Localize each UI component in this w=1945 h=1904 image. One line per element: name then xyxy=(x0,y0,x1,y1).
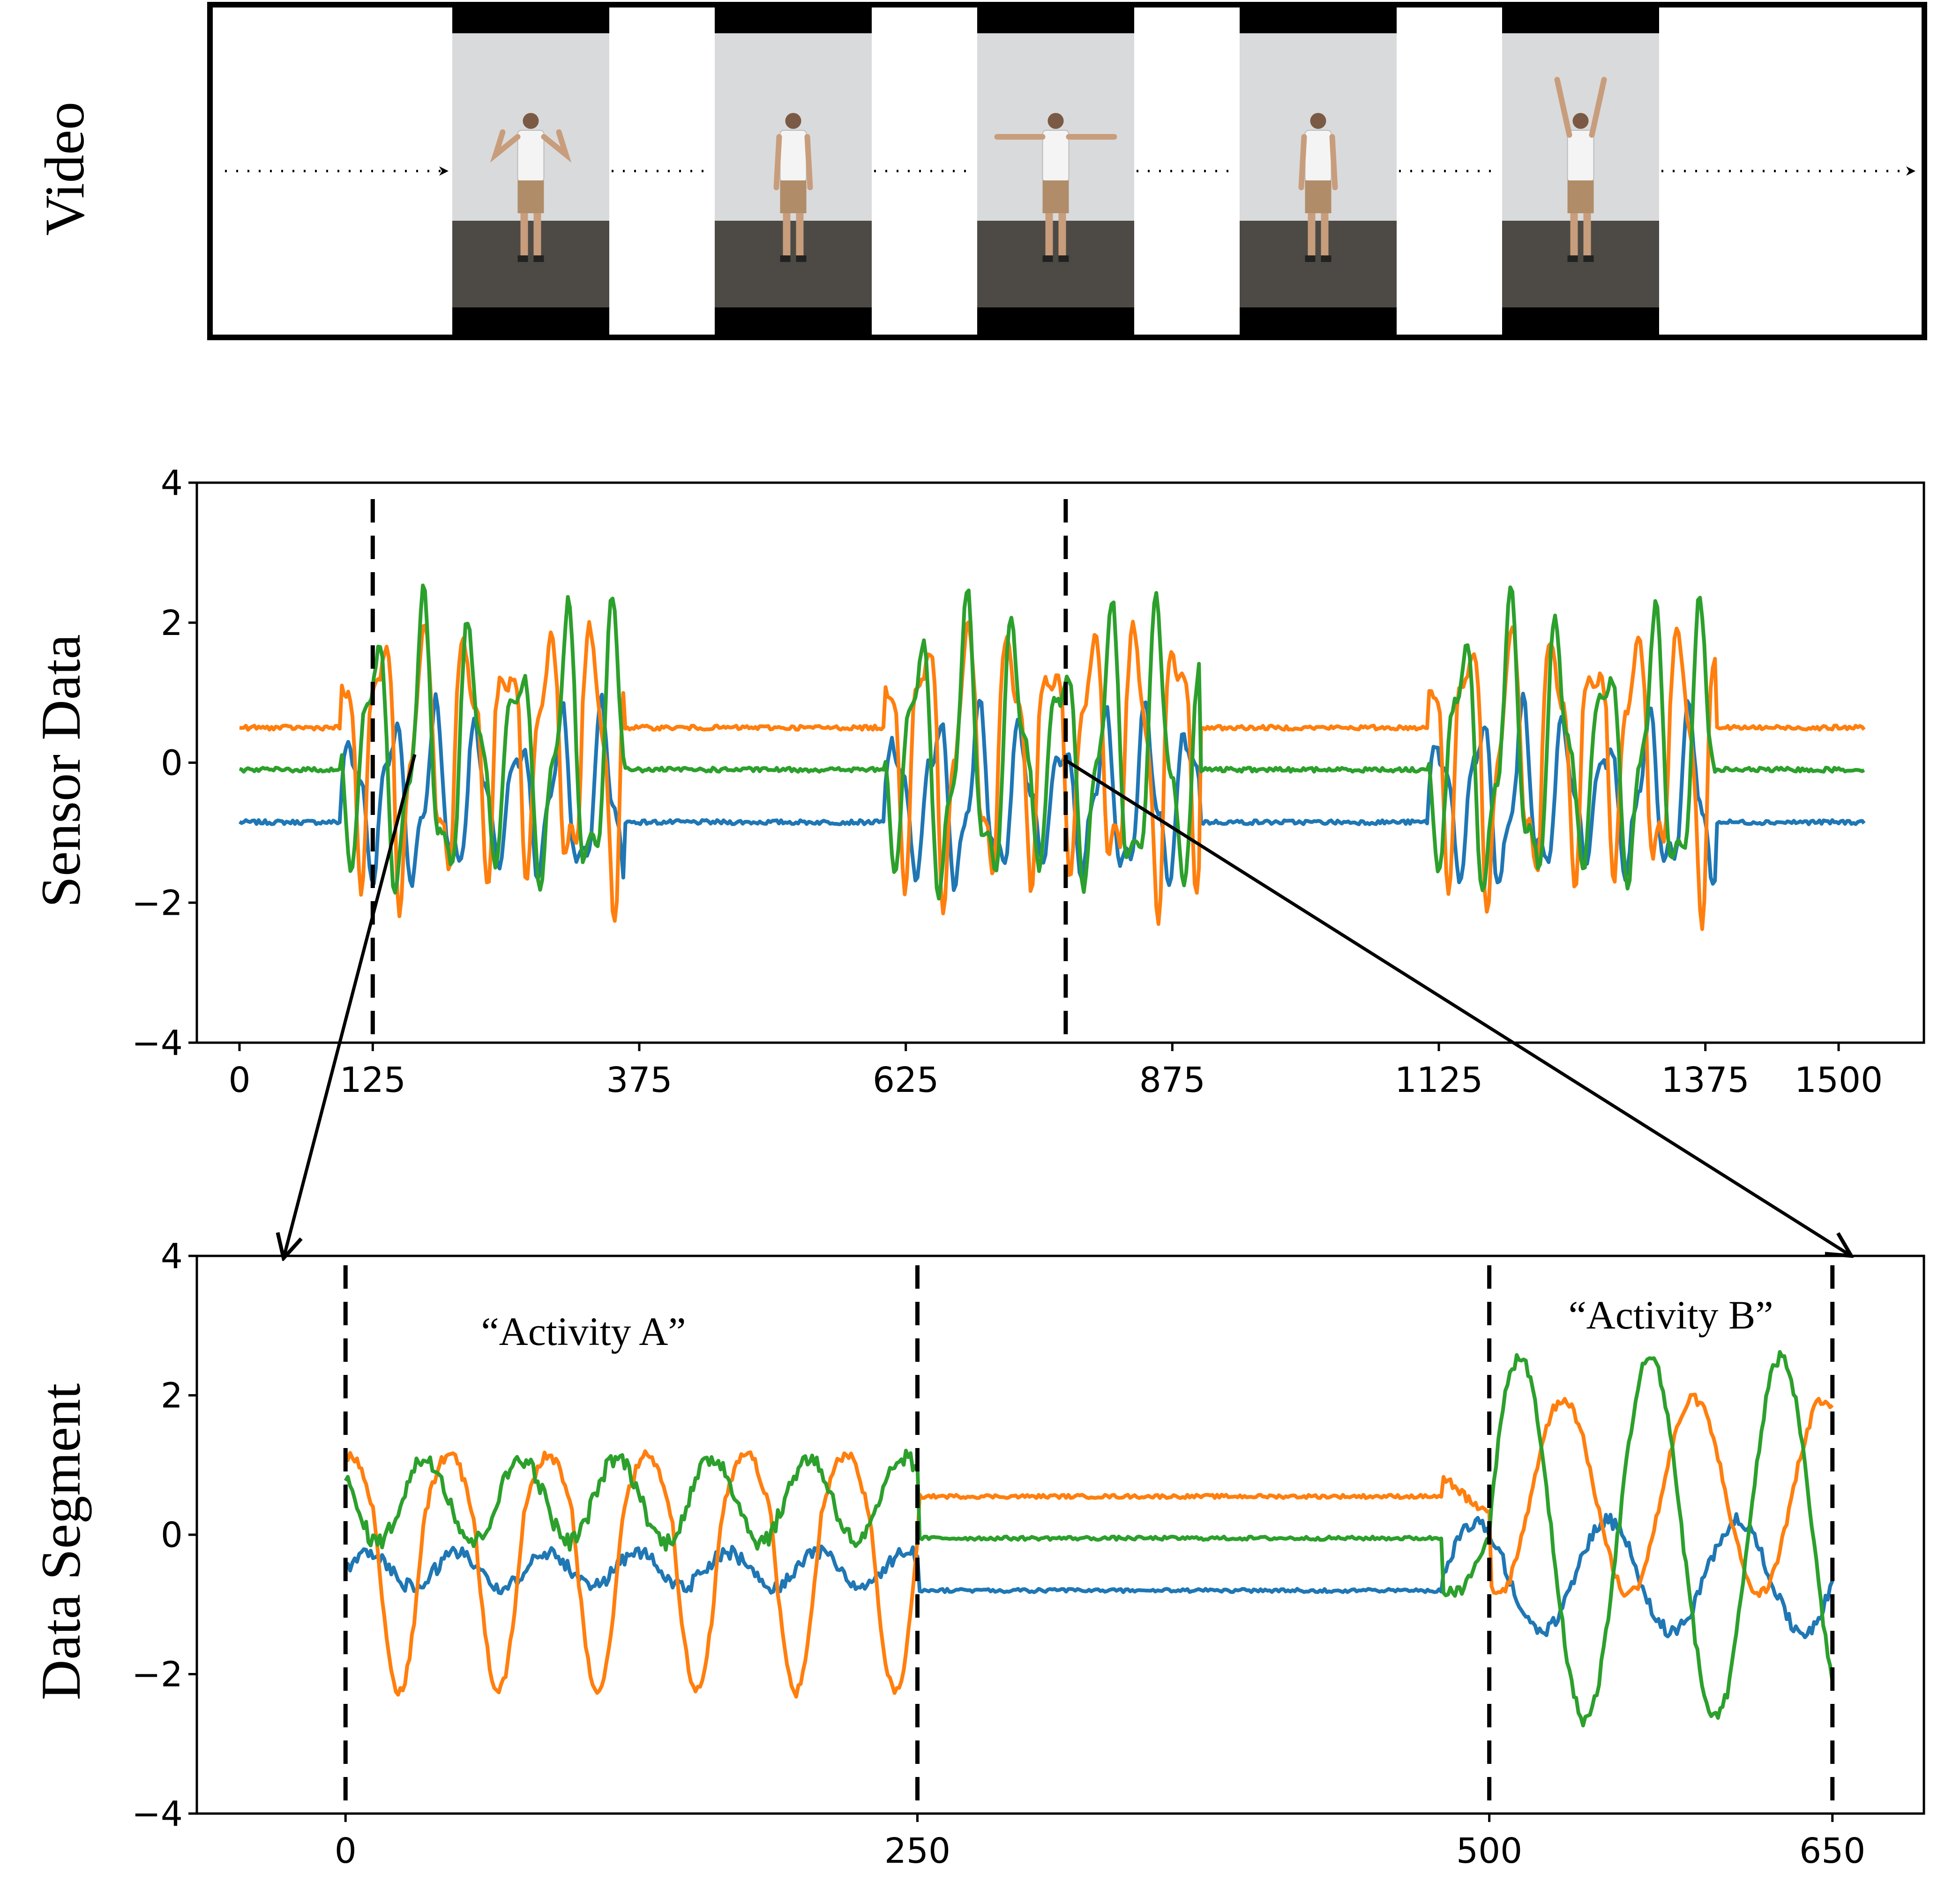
video-frame-1 xyxy=(452,7,609,335)
video-frame-floor xyxy=(1240,221,1397,307)
video-frame-5 xyxy=(1502,7,1659,335)
data-segment-series-3 xyxy=(344,1350,1834,1728)
video-label: Video xyxy=(33,102,96,236)
activity-a-annotation: “Activity A” xyxy=(481,1309,686,1354)
data-segment-ytick-label: 4 xyxy=(161,1236,183,1277)
video-frame-bottom-bar xyxy=(977,307,1134,335)
video-frame-top-bar xyxy=(715,7,872,33)
sensor-data-xtick-label: 1375 xyxy=(1661,1060,1750,1100)
data-segment-xtick-label: 650 xyxy=(1799,1831,1865,1871)
sensor-data-xtick-label: 625 xyxy=(873,1060,939,1100)
video-frame-top-bar xyxy=(977,7,1134,33)
video-frame-bottom-bar xyxy=(1240,307,1397,335)
sensor-data-series-2 xyxy=(239,620,1866,931)
person-figure xyxy=(490,113,572,262)
data-segment-ytick-label: −4 xyxy=(132,1794,183,1834)
video-frame-2 xyxy=(715,7,872,335)
data-segment-chart: Data Segment 4 2 0 −2 −4 0 250 500 650 “Activit… xyxy=(30,1236,1925,1871)
data-segment-ytick-label: −2 xyxy=(132,1655,183,1695)
sensor-data-ylabel: Sensor Data xyxy=(30,634,92,907)
sensor-data-series-1 xyxy=(238,692,1866,892)
video-frame-floor xyxy=(715,221,872,307)
data-segment-xtick-label: 0 xyxy=(335,1831,357,1871)
sensor-data-ytick-label: 4 xyxy=(161,463,183,503)
person-figure xyxy=(1554,77,1607,262)
sensor-data-xtick-label: 875 xyxy=(1139,1060,1205,1100)
video-frame-bottom-bar xyxy=(452,307,609,335)
video-frame-bottom-bar xyxy=(1502,307,1659,335)
video-frame-4 xyxy=(1240,7,1397,335)
sensor-data-ytick-label: −4 xyxy=(132,1023,183,1063)
zoom-arrow-right xyxy=(1063,758,1851,1256)
video-frame-floor xyxy=(1502,221,1659,307)
video-frame-top-bar xyxy=(452,7,609,33)
person-figure xyxy=(994,113,1117,262)
activity-b-annotation: “Activity B” xyxy=(1568,1292,1773,1337)
video-frame-bottom-bar xyxy=(715,307,872,335)
data-segment-xtick-label: 250 xyxy=(884,1831,950,1871)
sensor-data-chart: Sensor Data 4 2 0 −2 −4 0 125 375 625 875 1125 137… xyxy=(30,463,1925,1100)
data-segment-ytick-label: 2 xyxy=(161,1376,183,1416)
video-frame-floor xyxy=(452,221,609,307)
zoom-arrow-left xyxy=(284,754,417,1258)
sensor-data-xtick-label: 125 xyxy=(340,1060,406,1100)
video-frame-top-bar xyxy=(1502,7,1659,33)
video-panel: Video xyxy=(33,2,1927,340)
video-frame-top-bar xyxy=(1240,7,1397,33)
data-segment-series-1 xyxy=(344,1512,1834,1639)
sensor-data-ytick-label: 0 xyxy=(161,743,183,784)
sensor-data-ytick-label: 2 xyxy=(161,603,183,643)
video-frame-3 xyxy=(977,7,1134,335)
data-segment-ylabel: Data Segment xyxy=(30,1383,92,1700)
sensor-data-ytick-label: −2 xyxy=(132,883,183,923)
sensor-data-xtick-label: 375 xyxy=(606,1060,672,1100)
sensor-data-series-3 xyxy=(239,583,1865,901)
data-segment-ytick-label: 0 xyxy=(161,1515,183,1555)
person-figure xyxy=(1298,113,1338,262)
zoom-arrows xyxy=(284,754,1851,1258)
data-segment-plot-area xyxy=(195,1254,1925,1815)
person-figure xyxy=(773,113,813,262)
sensor-data-xtick-label: 1125 xyxy=(1395,1060,1483,1100)
data-segment-series-2 xyxy=(344,1392,1834,1699)
data-segment-xtick-label: 500 xyxy=(1456,1831,1522,1871)
sensor-data-xtick-label: 0 xyxy=(228,1060,250,1100)
sensor-data-xtick-label: 1500 xyxy=(1795,1060,1883,1100)
video-frame-floor xyxy=(977,221,1134,307)
